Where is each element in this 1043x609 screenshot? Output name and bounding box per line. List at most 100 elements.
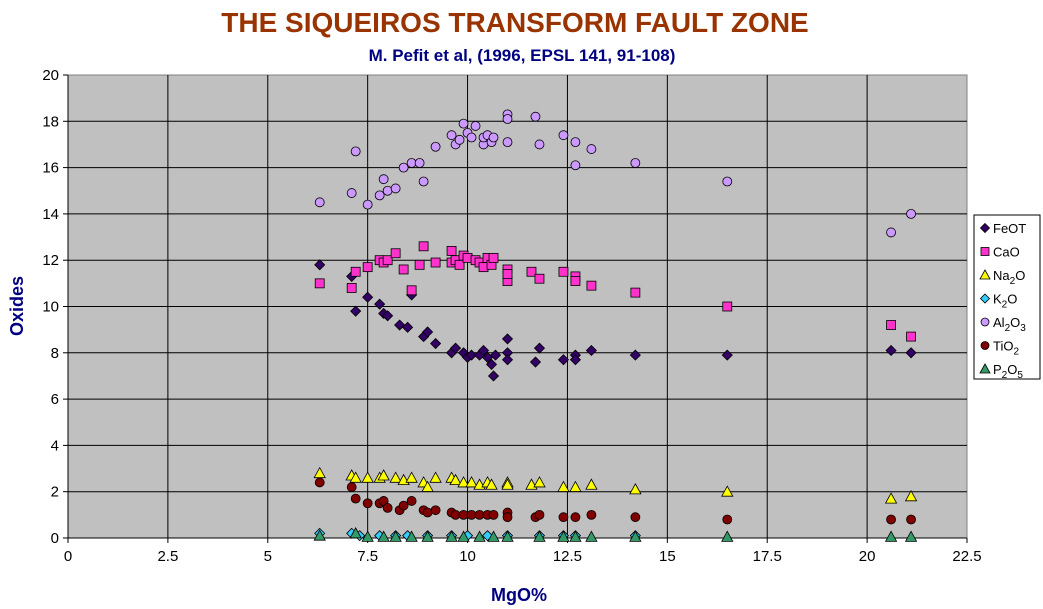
feot-point — [422, 326, 434, 338]
al2o3-point — [530, 111, 541, 122]
al2o3-point — [454, 134, 465, 145]
al2o3-point — [414, 158, 425, 168]
cao-point — [414, 259, 425, 270]
x-tick-label: 12.5 — [553, 548, 582, 565]
p2o5-point — [313, 529, 326, 541]
feot-point — [885, 344, 897, 357]
gridlines — [68, 75, 967, 538]
al2o3-legend-marker — [980, 317, 990, 327]
y-tick-label: 14 — [42, 206, 59, 223]
cao-point — [430, 257, 441, 268]
al2o3-point — [570, 160, 581, 171]
feot-legend-label: FeOT — [993, 221, 1026, 236]
cao-point — [558, 266, 569, 277]
cao-point — [406, 285, 417, 296]
cao-point — [382, 255, 393, 266]
cao-point — [346, 283, 357, 293]
x-tick-label: 0 — [64, 548, 72, 565]
x-tick-label: 22.5 — [952, 548, 981, 565]
al2o3-point — [722, 176, 733, 187]
y-tick-label: 18 — [42, 113, 59, 130]
cao-point — [314, 278, 325, 289]
tick-labels: 0 2 4 6 8 10 12 14 16 18 20 0 2.5 5 7.5 10 12.5 15 17.5 20 2… — [42, 67, 981, 565]
na2o-point — [569, 480, 582, 492]
feot-point — [430, 337, 442, 350]
al2o3-point — [466, 132, 477, 143]
cao-point — [418, 241, 429, 252]
feot-point — [905, 347, 917, 359]
x-tick-label: 5 — [264, 548, 272, 565]
na2o-point — [721, 485, 734, 497]
feot-point — [382, 310, 394, 322]
na2o-point — [585, 478, 598, 490]
x-tick-label: 10 — [459, 548, 476, 565]
legend-label-subscript: 2 — [1002, 370, 1008, 381]
tio2-legend-marker — [980, 341, 990, 350]
feot-point — [450, 342, 462, 354]
na2o-point — [449, 473, 462, 486]
na2o-point — [405, 471, 418, 483]
legend-label-base: Na — [993, 268, 1010, 283]
legend-label-subscript: 2 — [1002, 300, 1008, 311]
y-tick-label: 20 — [42, 67, 59, 84]
tio2-point — [570, 512, 581, 523]
na2o-point — [533, 476, 546, 488]
p2o5-point — [585, 530, 598, 542]
y-axis-title: Oxides — [7, 276, 27, 336]
al2o3-point — [382, 185, 393, 196]
legend-label-tail: O — [1007, 362, 1017, 377]
cao-point — [906, 331, 916, 342]
al2o3-point — [488, 132, 499, 143]
tio2-point — [488, 509, 499, 520]
tio2-point — [906, 514, 916, 525]
cao-point — [502, 269, 513, 279]
feot-point — [501, 333, 514, 345]
feot-point — [529, 356, 542, 368]
al2o3-point — [350, 146, 361, 157]
p2o5-point — [501, 530, 514, 542]
tio2-point — [630, 512, 641, 523]
feot-point — [533, 342, 546, 354]
tio2-point — [722, 514, 733, 525]
feot-point — [485, 358, 498, 370]
na2o-point — [465, 476, 478, 488]
legend-label-base: TiO — [993, 339, 1013, 354]
legend-label-tail-subscript: 5 — [1017, 370, 1023, 381]
p2o5-point — [557, 530, 570, 542]
p2o5-point — [904, 530, 918, 542]
tio2-legend-label: TiO2 — [993, 339, 1019, 358]
al2o3-point — [586, 144, 597, 154]
feot-point — [629, 349, 641, 361]
legend-label-base: CaO — [993, 245, 1020, 260]
k2o-legend-marker — [979, 293, 991, 304]
cao-point — [446, 246, 457, 256]
legend-label-base: Al — [993, 315, 1005, 330]
y-tick-label: 4 — [51, 437, 59, 454]
x-tick-label: 17.5 — [753, 548, 782, 565]
tio2-point — [586, 509, 597, 520]
al2o3-legend-label: Al2O3 — [993, 315, 1026, 334]
y-tick-label: 16 — [42, 160, 59, 177]
al2o3-point — [458, 118, 469, 129]
tio2-point — [422, 507, 433, 518]
y-tick-label: 12 — [42, 252, 59, 269]
al2o3-point — [502, 114, 513, 124]
chart-title: THE SIQUEIROS TRANSFORM FAULT ZONE — [221, 7, 808, 38]
tio2-point — [398, 500, 409, 511]
feot-point — [557, 354, 570, 366]
al2o3-point — [418, 176, 429, 187]
cao-point — [586, 280, 597, 291]
na2o-point — [629, 483, 642, 495]
tio2-point — [350, 493, 361, 504]
legend-label-tail: O — [1010, 315, 1020, 330]
na2o-legend-marker — [979, 269, 991, 280]
tio2-point — [362, 498, 373, 509]
legend-label-tail: O — [1015, 268, 1025, 283]
cao-point — [886, 320, 896, 330]
feot-point — [394, 319, 406, 331]
na2o-point — [457, 476, 470, 488]
na2o-point — [421, 480, 434, 492]
p2o5-point — [349, 527, 362, 539]
p2o5-point — [405, 530, 418, 542]
